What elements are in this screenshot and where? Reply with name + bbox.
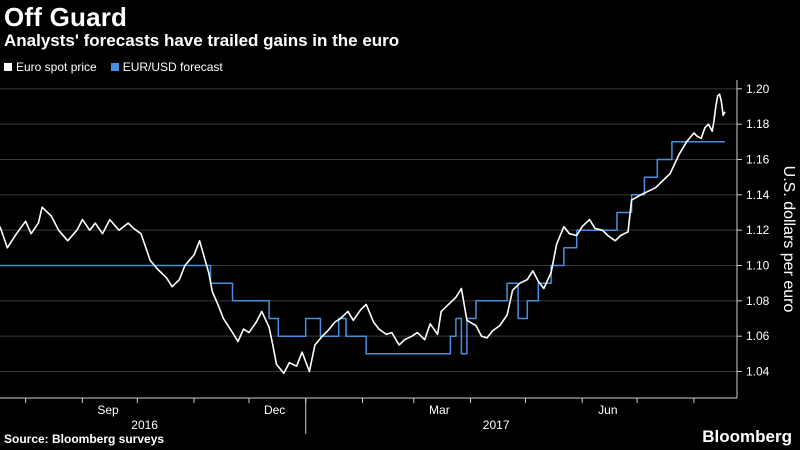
legend-item-forecast: EUR/USD forecast [110, 60, 223, 74]
y-tick-label: 1.04 [746, 365, 770, 379]
y-tick-label: 1.10 [746, 259, 770, 273]
y-tick-label: 1.16 [746, 153, 770, 167]
legend-item-spot: Euro spot price [4, 60, 97, 74]
gridlines [0, 88, 737, 372]
chart-title: Off Guard [4, 2, 128, 32]
source-note: Source: Bloomberg surveys [4, 432, 165, 446]
brand-logo: Bloomberg [702, 427, 792, 446]
legend-label-forecast: EUR/USD forecast [122, 60, 223, 74]
y-tick-label: 1.08 [746, 294, 770, 308]
y-tick-label: 1.20 [746, 82, 770, 96]
legend-swatch-forecast [110, 63, 119, 71]
y-tick-label: 1.12 [746, 223, 770, 237]
y-tick-label: 1.14 [746, 188, 770, 202]
legend-swatch-spot [4, 63, 12, 71]
series-line-forecast [0, 141, 725, 355]
x-year-label: 2016 [131, 418, 158, 432]
series-lines [0, 93, 726, 375]
series-line-spot [0, 93, 726, 375]
chart-legend: Euro spot price EUR/USD forecast [4, 60, 231, 74]
y-tick-label: 1.06 [746, 329, 770, 343]
chart-subtitle: Analysts' forecasts have trailed gains i… [4, 31, 400, 50]
axes [0, 80, 742, 434]
y-axis-title: U.S. dollars per euro [780, 166, 797, 313]
x-tick-label: Sep [97, 403, 119, 417]
y-tick-label: 1.18 [746, 117, 770, 131]
x-tick-label: Jun [598, 403, 617, 417]
x-tick-label: Dec [264, 403, 285, 417]
legend-label-spot: Euro spot price [16, 60, 97, 74]
axis-labels: 1.04 1.06 1.08 1.10 1.12 1.14 1.16 1.18 1.20 Sep D… [97, 82, 797, 432]
x-year-label: 2017 [483, 418, 510, 432]
x-tick-label: Mar [429, 403, 450, 417]
